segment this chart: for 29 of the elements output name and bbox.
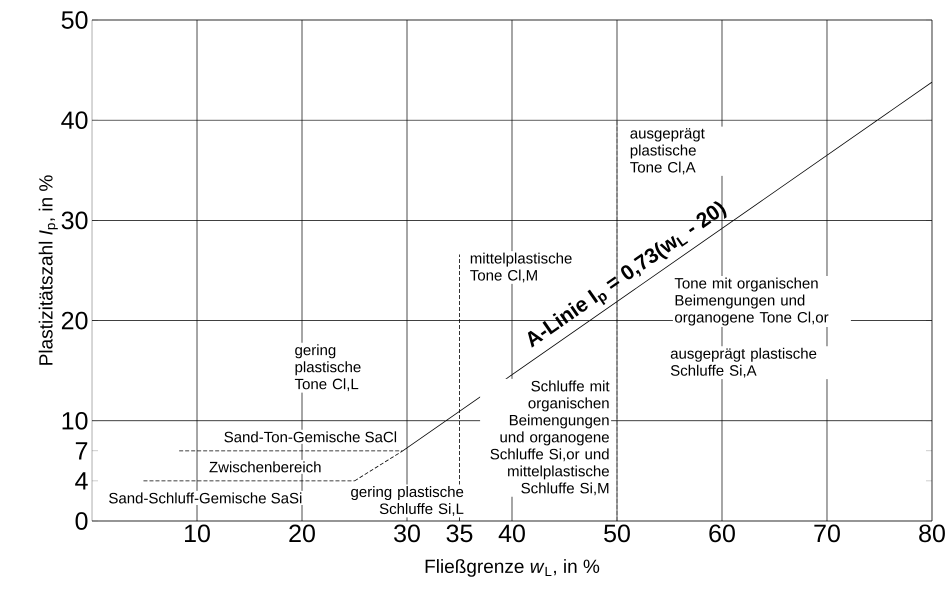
annotation: Schluffe mit organischen Beimengungen und organogene Schluffe Si,or und mittelplastische Schluffe Si,M [490,380,610,496]
x-tick-label: 60 [709,524,735,542]
annotation: mittelplastische Tone Cl,M [470,252,572,282]
y-tick-label: 7 [76,442,88,460]
y-axis-title: Plastizitätszahl I$_{p}$, in % [38,175,58,365]
annotation: Zwischenbereich [209,461,321,472]
y-tick-label: 4 [75,472,88,490]
y-tick-label: 10 [62,412,88,430]
x-tick-label: 50 [604,524,630,542]
annotation: gering plastische Tone Cl,L [294,344,361,392]
annotation: Sand-Schluff-Gemische SaSi [109,492,302,504]
y-tick-label: 50 [62,11,88,29]
annotation: gering plastische Schluffe Si,L [351,486,464,516]
x-tick-label: 70 [814,524,840,542]
y-tick-label: 0 [76,512,88,530]
x-tick-label: 80 [919,524,945,542]
y-tick-label: 40 [61,111,88,130]
y-tick-label: 30 [62,212,88,230]
x-tick-label: 20 [289,524,315,542]
x-axis-title: Fließgrenze w$_{L}$, in % [426,559,600,577]
annotation: ausgeprägt plastische Tone Cl,A [630,128,705,174]
x-tick-label: 30 [394,524,420,542]
x-tick-label: 10 [185,524,210,542]
annotation: Tone mit organischen Beimengungen und organogene Tone Cl,or [674,278,828,326]
annotation: ausgeprägt plastische Schluffe Si,A [670,348,816,378]
y-tick-label: 20 [62,312,88,330]
x-tick-label: 35 [446,524,472,542]
annotation: Sand-Ton-Gemische SaCl [224,431,396,442]
x-tick-label: 40 [498,524,525,542]
